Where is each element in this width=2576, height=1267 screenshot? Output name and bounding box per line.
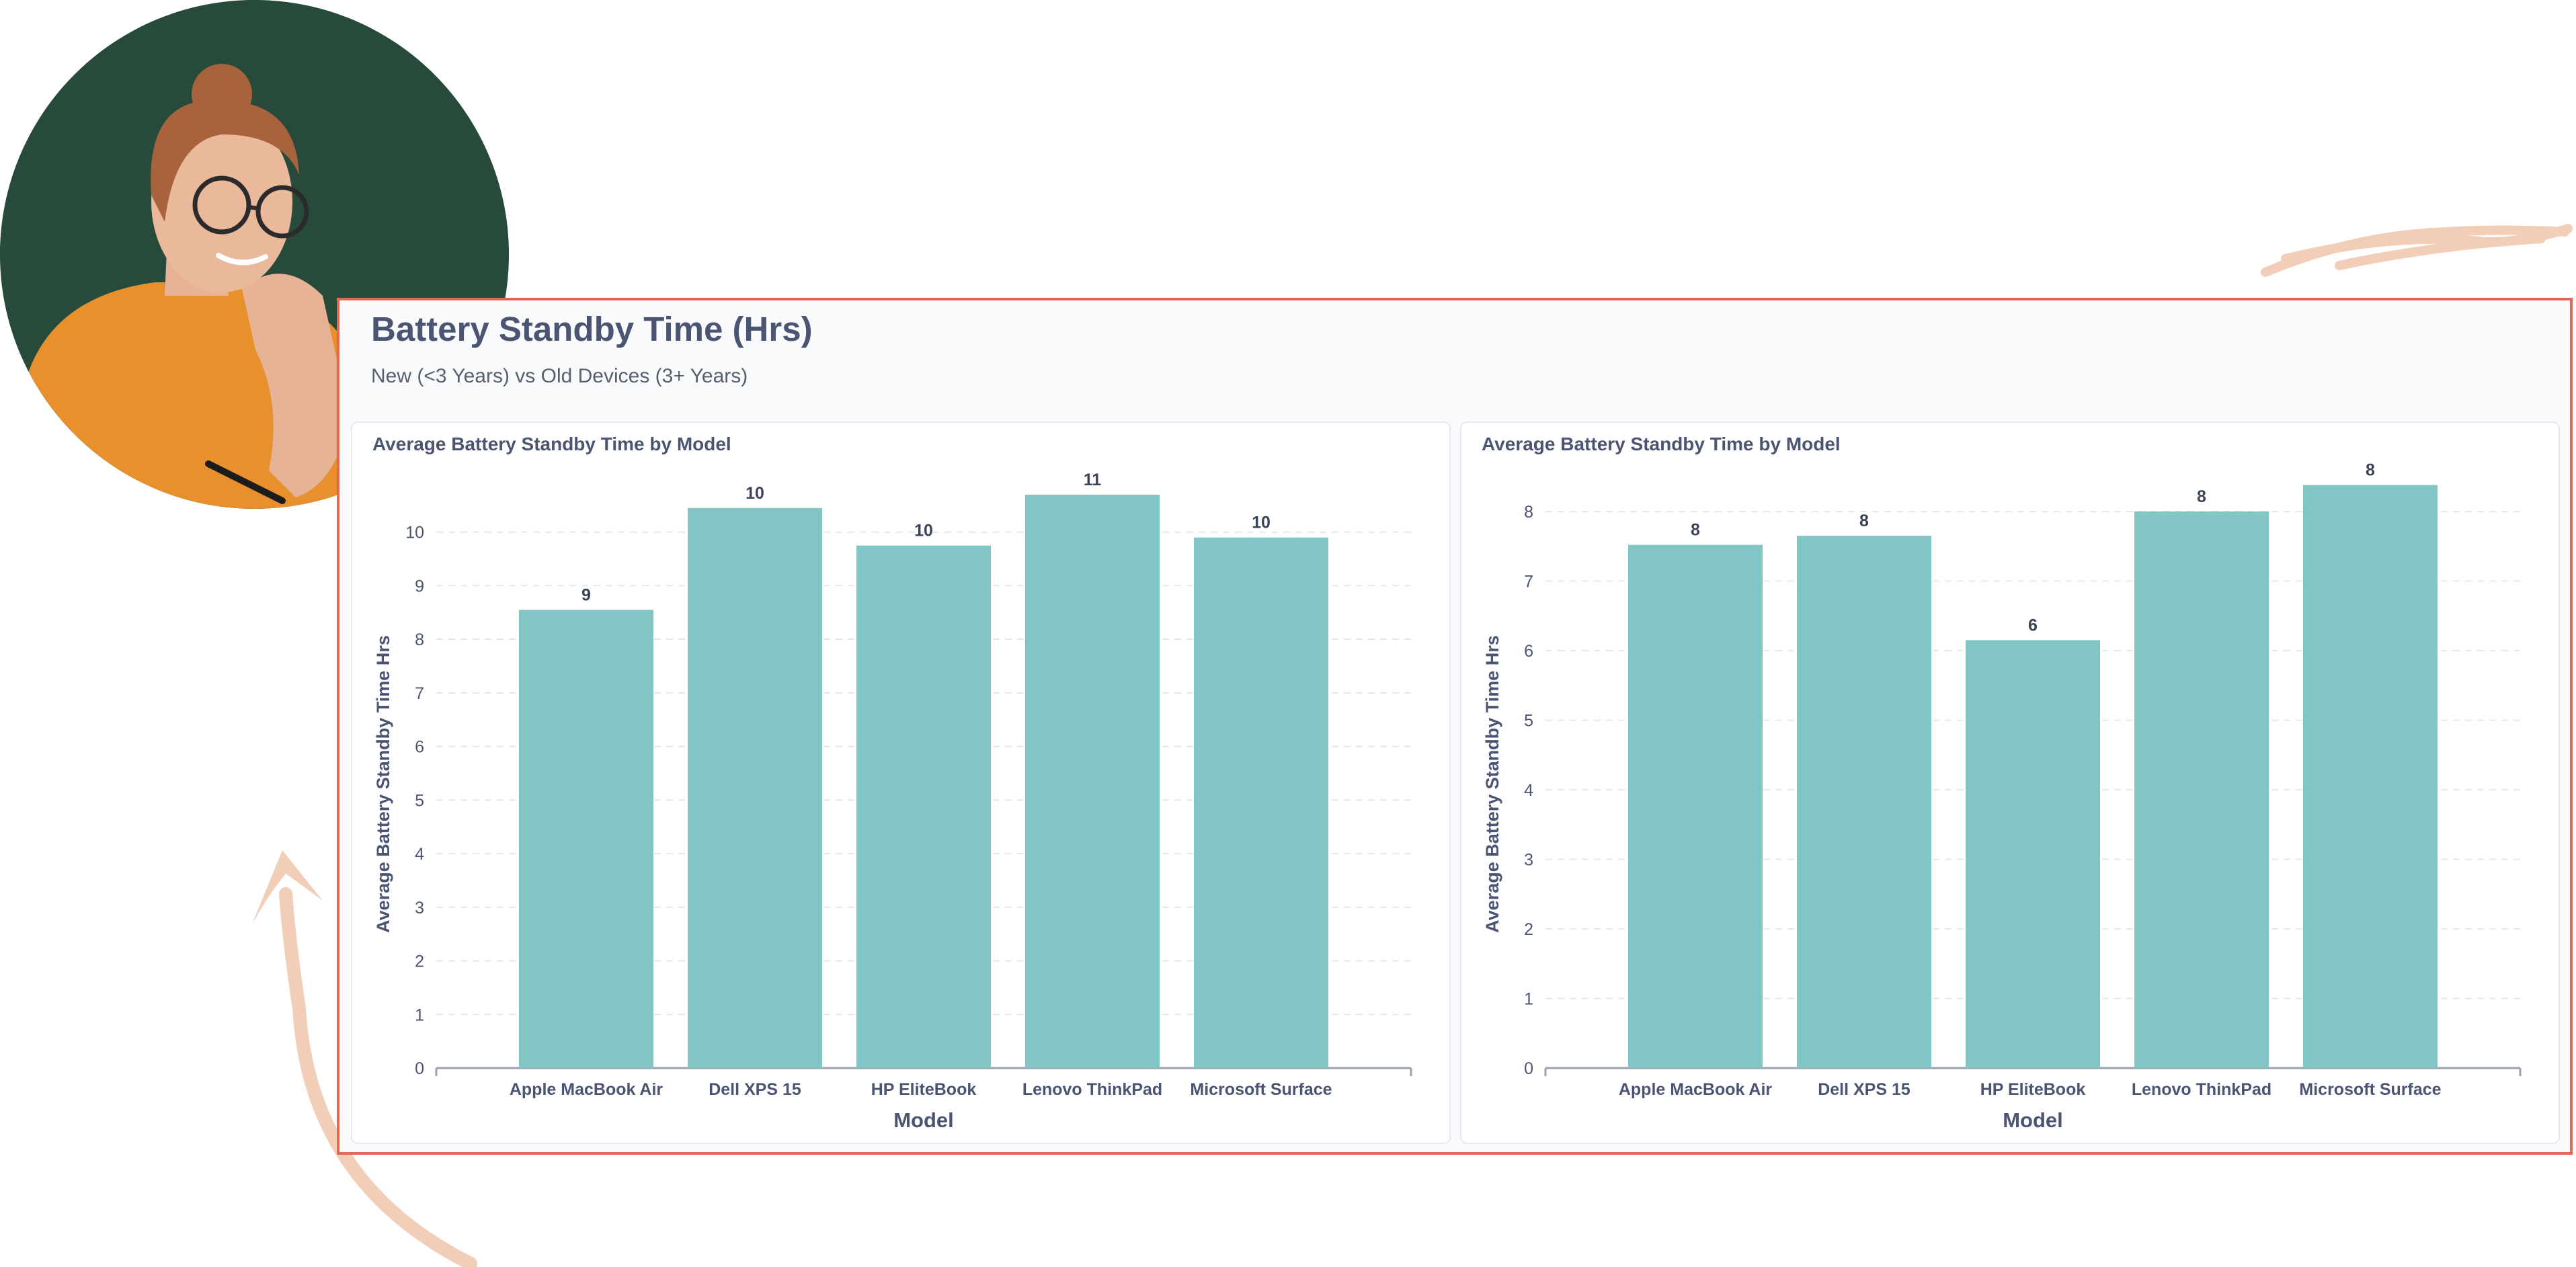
x-tick-label: Apple MacBook Air xyxy=(510,1080,663,1099)
y-tick-label: 2 xyxy=(1524,920,1533,939)
y-tick-label: 7 xyxy=(1524,572,1533,591)
data-label: 10 xyxy=(746,484,764,503)
x-tick-label: Microsoft Surface xyxy=(2299,1080,2441,1099)
chart-title: Average Battery Standby Time by Model xyxy=(372,434,731,454)
bar[interactable] xyxy=(1628,544,1763,1068)
y-tick-label: 7 xyxy=(415,684,424,703)
bar[interactable] xyxy=(1797,536,1931,1068)
x-tick-label: Apple MacBook Air xyxy=(1619,1080,1773,1099)
bar[interactable] xyxy=(519,610,653,1068)
person-illustration-icon xyxy=(0,0,509,509)
y-tick-label: 8 xyxy=(415,630,424,649)
data-label: 10 xyxy=(914,522,933,540)
x-tick-label: Dell XPS 15 xyxy=(709,1080,801,1099)
y-tick-label: 5 xyxy=(1524,711,1533,730)
data-label: 8 xyxy=(1691,521,1700,540)
bar[interactable] xyxy=(1194,537,1328,1068)
y-tick-label: 9 xyxy=(415,577,424,596)
chart-title: Average Battery Standby Time by Model xyxy=(1482,434,1841,454)
avatar xyxy=(0,0,509,509)
y-tick-label: 6 xyxy=(415,738,424,757)
y-tick-label: 3 xyxy=(415,899,424,917)
bar-chart-new-devices: 0 1 2 3 4 5 6 7 8 9 10 9 Apple MacBook Air 10 Dell XPS… xyxy=(373,471,1412,1132)
x-tick-label: Microsoft Surface xyxy=(1190,1080,1332,1099)
x-tick-label: Lenovo ThinkPad xyxy=(1022,1080,1162,1099)
y-axis-title: Average Battery Standby Time Hrs xyxy=(373,635,393,933)
y-tick-label: 4 xyxy=(1524,781,1533,800)
y-tick-label: 0 xyxy=(415,1059,424,1078)
x-tick-label: HP EliteBook xyxy=(1980,1080,2086,1099)
data-label: 8 xyxy=(2366,461,2375,480)
data-label: 11 xyxy=(1084,471,1102,489)
bar[interactable] xyxy=(856,545,991,1068)
chart-panel-old: Average Battery Standby Time by Model 0 1… xyxy=(1460,421,2560,1144)
y-tick-label: 5 xyxy=(415,791,424,810)
page-subtitle: New (<3 Years) vs Old Devices (3+ Years) xyxy=(371,365,748,387)
arrow-head xyxy=(252,850,323,924)
y-tick-label: 3 xyxy=(1524,850,1533,869)
data-label: 9 xyxy=(581,585,591,604)
y-tick-label: 2 xyxy=(415,952,424,971)
y-tick-label: 1 xyxy=(415,1006,424,1024)
bar-chart-old-devices: 0 1 2 3 4 5 6 7 8 8 Apple MacBook Air 8 Dell XPS 15 6… xyxy=(1482,461,2522,1132)
x-tick-label: Lenovo ThinkPad xyxy=(2132,1080,2271,1099)
x-tick-label: Dell XPS 15 xyxy=(1818,1080,1910,1099)
x-tick-label: HP EliteBook xyxy=(871,1080,977,1099)
data-label: 10 xyxy=(1252,514,1271,532)
chart-frame: Battery Standby Time (Hrs) New (<3 Years… xyxy=(337,298,2573,1155)
y-tick-label: 8 xyxy=(1524,503,1533,522)
y-axis-title: Average Battery Standby Time Hrs xyxy=(1482,635,1502,933)
y-tick-label: 1 xyxy=(1524,989,1533,1008)
data-label: 8 xyxy=(1859,512,1869,530)
y-tick-label: 6 xyxy=(1524,642,1533,661)
y-tick-label: 4 xyxy=(415,845,424,864)
y-tick-label: 10 xyxy=(405,524,424,542)
x-axis-title: Model xyxy=(893,1108,954,1132)
data-label: 8 xyxy=(2197,487,2206,506)
bar[interactable] xyxy=(1025,494,1160,1068)
y-tick-label: 0 xyxy=(1524,1059,1533,1078)
bar[interactable] xyxy=(2303,485,2438,1068)
scribble-stroke xyxy=(2261,224,2573,277)
chart-panel-new: Average Battery Standby Time by Model 0 1… xyxy=(351,421,1451,1144)
bar[interactable] xyxy=(1966,640,2100,1068)
bar[interactable] xyxy=(2134,511,2269,1068)
data-label: 6 xyxy=(2028,616,2038,635)
x-axis-title: Model xyxy=(2003,1108,2063,1132)
page-title: Battery Standby Time (Hrs) xyxy=(371,310,813,348)
bar[interactable] xyxy=(688,507,822,1068)
